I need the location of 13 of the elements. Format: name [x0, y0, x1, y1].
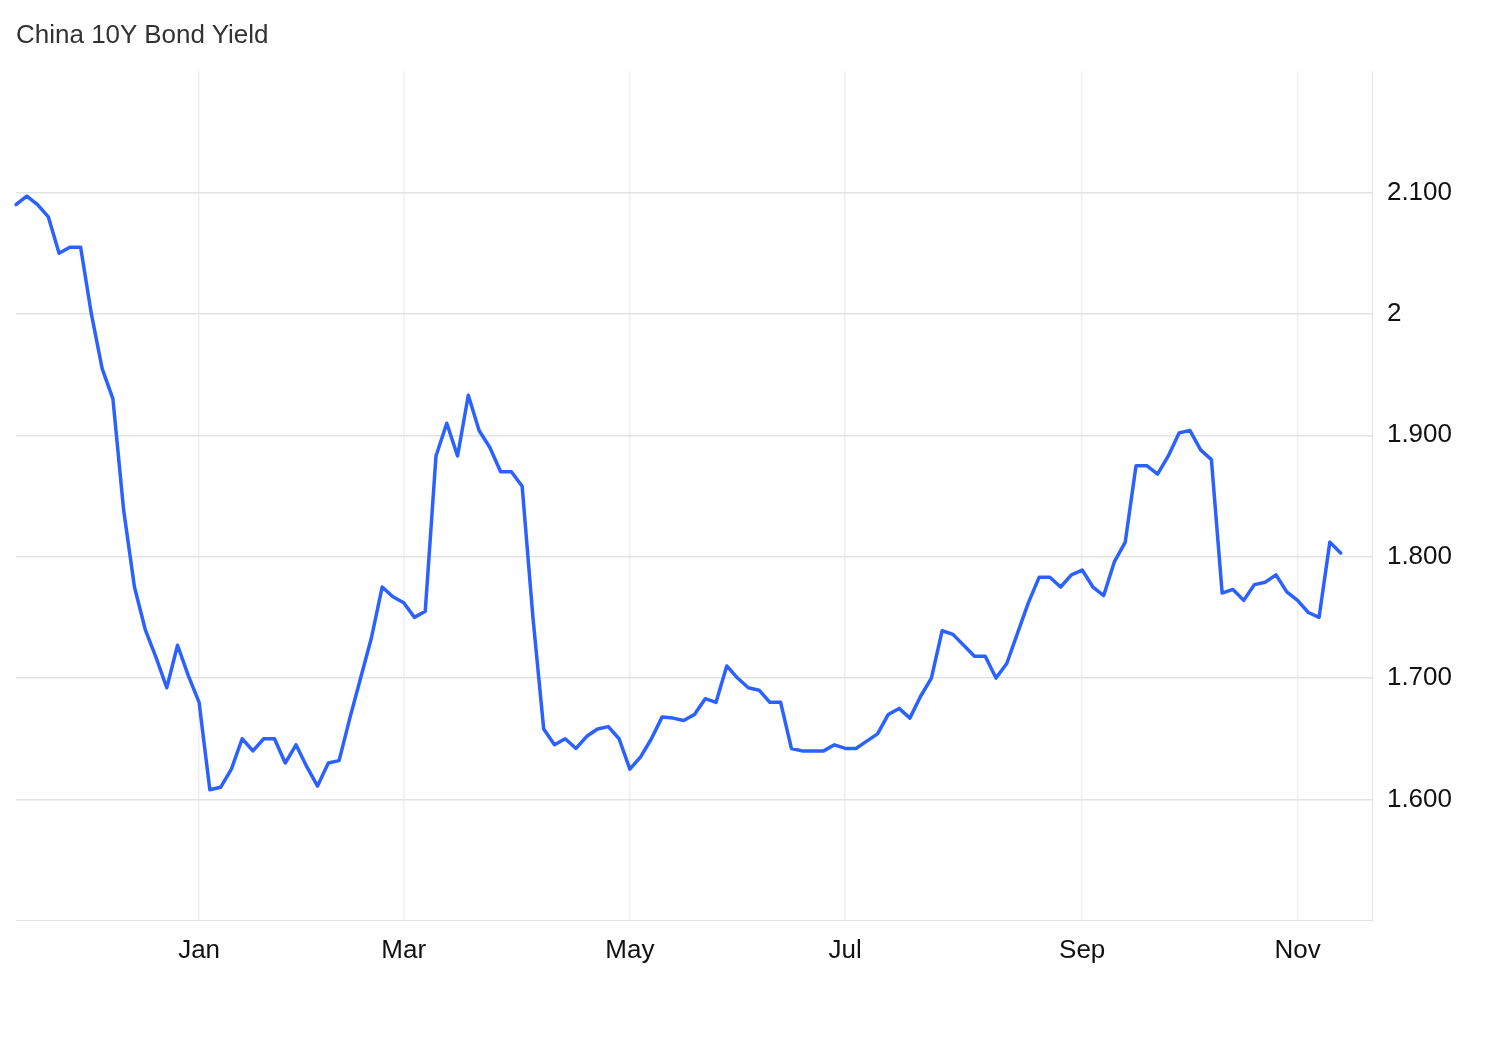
x-tick-label: Nov	[1274, 933, 1321, 964]
x-tick-label: Jan	[178, 933, 221, 964]
y-tick-label: 1.700	[1386, 661, 1453, 692]
chart-title: China 10Y Bond Yield	[16, 18, 269, 49]
x-tick-label: Jul	[828, 933, 862, 964]
y-tick-label: 2	[1386, 297, 1402, 328]
y-tick-label: 1.600	[1386, 782, 1453, 813]
y-tick-label: 1.900	[1386, 418, 1453, 449]
y-tick-label: 1.800	[1386, 539, 1453, 570]
y-tick-label: 2.100	[1386, 175, 1453, 206]
x-tick-label: Sep	[1059, 933, 1106, 964]
x-tick-label: May	[605, 933, 655, 964]
x-tick-label: Mar	[381, 933, 427, 964]
